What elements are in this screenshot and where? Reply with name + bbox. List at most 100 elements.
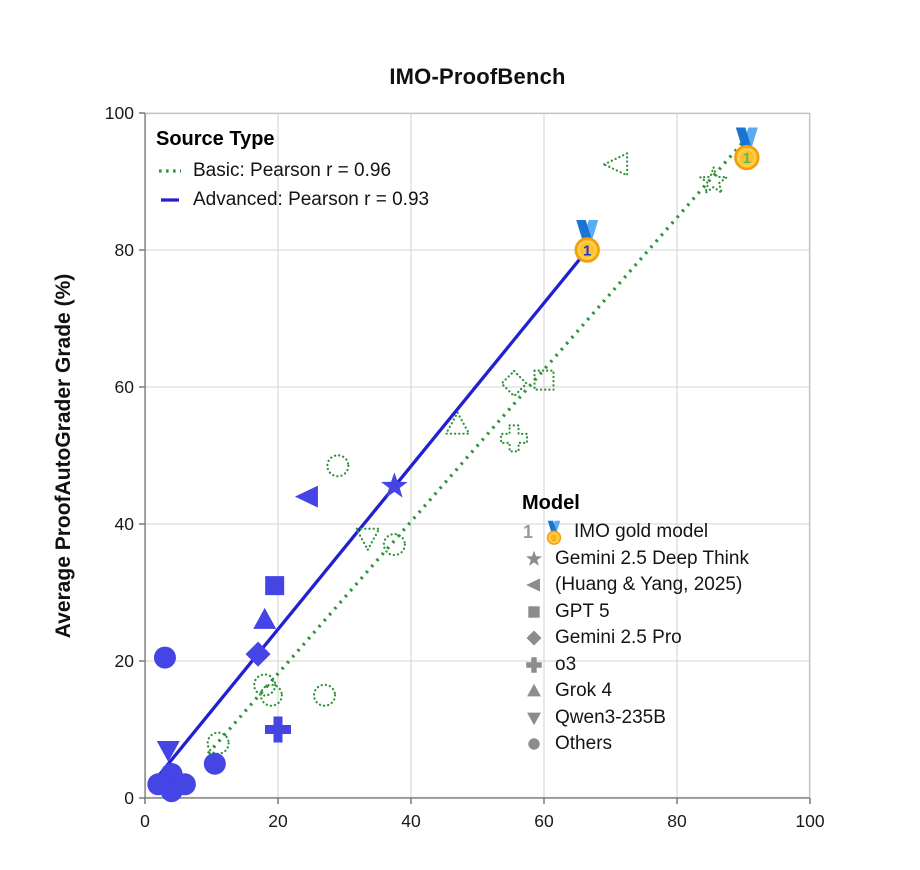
medal-ring [578,241,597,259]
tri-down-glyph [527,712,541,725]
square-icon [522,603,546,621]
model-legend-item: Grok 4 [522,678,749,705]
point-basic-plus [499,424,529,453]
y-tick-label: 0 [124,788,134,808]
medal-ring [548,532,560,543]
legend-medal: 1 [546,520,562,546]
model-legend-item: Qwen3-235B [522,705,749,732]
model-legend-label: IMO gold model [574,521,709,543]
model-legend-label: GPT 5 [555,600,610,622]
legend-marker-tri-down [527,712,541,725]
legend-rank-one: 1 [522,521,533,542]
diamond-icon [522,629,546,647]
point-advanced-circle [160,780,183,803]
point-advanced-diamond [245,641,271,667]
point-advanced-circle [203,752,226,775]
model-legend-label: Gemini 2.5 Deep Think [555,547,749,569]
tri-down-icon [522,709,546,727]
point-advanced-square [265,576,285,596]
point-advanced-plus [265,716,291,743]
point-basic-circle [312,683,337,707]
point-advanced-circle [153,646,176,669]
point-basic-tri-up [444,411,471,435]
y-tick-label: 60 [115,377,135,397]
point-advanced-tri-up [253,607,277,629]
point-basic-star [699,166,728,194]
model-legend-label: Gemini 2.5 Pro [555,627,682,649]
legend-item-basic: Basic: Pearson r = 0.96 [156,156,429,185]
legend-marker-star [526,550,542,566]
star-glyph [526,550,542,566]
medal-number: 1 [552,533,557,543]
point-basic-circle [382,532,406,557]
basic-dotted-line-icon [159,168,181,173]
model-legend-label: Qwen3-235B [555,706,666,728]
model-legend-label: Others [555,733,613,755]
legend-marker-square [528,606,540,618]
point-basic-circle [326,454,350,478]
model-legend-title: Model [522,492,580,514]
legend-item-advanced: Advanced: Pearson r = 0.93 [156,185,429,214]
advanced-trend-line [150,248,589,786]
plus-icon [522,656,546,674]
point-advanced-tri-left [294,485,318,508]
tri-left-icon [522,576,546,594]
x-tick-label: 80 [667,811,687,831]
source-type-legend: Source Type Basic: Pearson r = 0.96 Adva… [156,128,429,214]
point-basic-tri-down [355,527,381,551]
y-tick-label: 100 [105,103,134,123]
legend-marker-tri-up [527,684,541,697]
model-legend-label: o3 [555,653,577,675]
model-legend: Model 1 1 IMO gold model Gemini 2.5 Deep Th… [522,492,749,758]
legend-marker-circle [528,738,540,750]
model-legend-item: Gemini 2.5 Deep Think [522,546,749,573]
model-legend-item: GPT 5 [522,599,749,626]
source-type-legend-title: Source Type [156,128,275,150]
medal-number: 1 [583,243,591,260]
model-legend-item: (Huang & Yang, 2025) [522,572,749,599]
medal-ring [737,148,756,167]
y-tick-label: 20 [115,651,135,671]
legend-marker-diamond [526,630,542,646]
x-tick-label: 40 [401,811,421,831]
star-icon [522,550,546,568]
circle-icon [522,735,546,753]
legend-marker-tri-left [526,578,540,592]
model-legend-label: Grok 4 [555,680,613,702]
point-basic-medal: 1 [734,127,760,171]
chart-title: IMO-ProofBench [389,64,566,89]
model-legend-item: Gemini 2.5 Pro [522,625,749,652]
medal-ribbon-left [576,220,593,241]
point-advanced-tri-down [156,741,180,763]
point-basic-circle [253,673,277,697]
x-tick-label: 100 [795,811,824,831]
legend-item-advanced-label: Advanced: Pearson r = 0.93 [193,188,430,210]
basic-trend-line [206,129,755,755]
legend-item-basic-label: Basic: Pearson r = 0.96 [193,159,392,181]
plus-glyph [526,656,542,673]
legend-marker-plus [526,656,542,673]
tri-up-icon [522,682,546,700]
diamond-glyph [526,630,542,646]
medal-ribbon-left [735,127,752,149]
medal-ribbon-left [547,520,557,533]
x-tick-label: 0 [140,811,150,831]
point-basic-square [533,369,555,391]
y-tick-label: 80 [115,240,135,260]
model-legend-items: 1 1 IMO gold model Gemini 2.5 Deep Think (Hu… [522,519,749,758]
y-tick-label: 40 [115,514,135,534]
model-legend-item: o3 [522,652,749,679]
model-legend-item: Others [522,731,749,758]
tri-up-glyph [527,684,541,697]
gold-medal-icon: 1 [546,520,562,546]
model-legend-label: (Huang & Yang, 2025) [555,574,743,596]
x-tick-label: 60 [534,811,554,831]
circle-glyph [528,738,540,750]
model-legend-item: 1 1 IMO gold model [522,519,749,546]
plot-area: 0 20 40 60 80 100 0 20 40 60 80 100 1 1 [105,103,825,831]
y-axis-label: Average ProofAutoGrader Grade (%) [52,273,75,639]
point-advanced-star [381,472,408,498]
point-basic-diamond [500,369,528,398]
